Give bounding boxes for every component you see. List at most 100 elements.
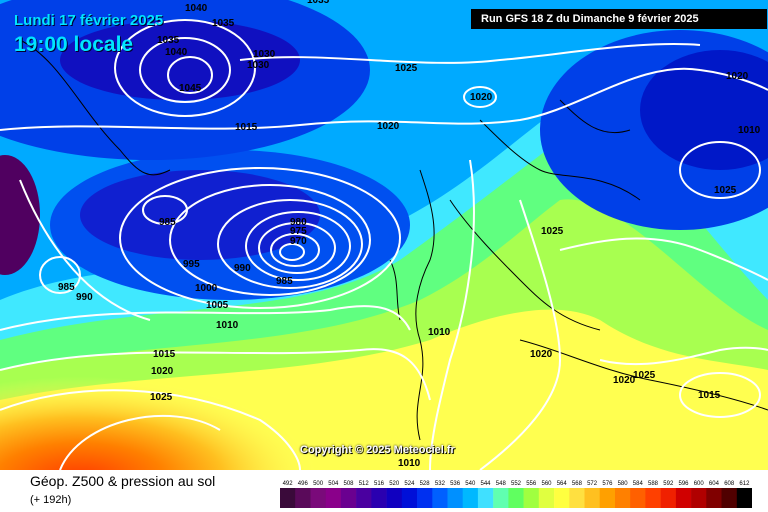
scale-swatch bbox=[615, 488, 631, 508]
scale-tick-label: 604 bbox=[709, 481, 720, 487]
scale-tick-label: 544 bbox=[480, 481, 491, 487]
scale-swatch bbox=[569, 488, 585, 508]
scale-tick-label: 552 bbox=[511, 481, 522, 487]
scale-swatch bbox=[538, 488, 555, 508]
scale-tick-label: 520 bbox=[389, 481, 400, 487]
isobar-label: 990 bbox=[234, 263, 251, 274]
map-title: Géop. Z500 & pression au sol bbox=[30, 473, 216, 489]
forecast-date: Lundi 17 février 2025 bbox=[14, 12, 164, 29]
isobar-label: 1010 bbox=[398, 458, 421, 469]
scale-swatch bbox=[447, 488, 463, 508]
scale-swatch bbox=[401, 488, 418, 508]
scale-swatch bbox=[691, 488, 707, 508]
scale-swatch bbox=[706, 488, 722, 508]
scale-swatch bbox=[493, 488, 509, 508]
scale-tick-label: 492 bbox=[283, 481, 294, 487]
scale-swatch bbox=[295, 488, 311, 508]
isobar-label: 1000 bbox=[195, 283, 218, 294]
scale-tick-label: 560 bbox=[541, 481, 552, 487]
scale-swatch bbox=[645, 488, 661, 508]
scale-tick-label: 524 bbox=[404, 481, 415, 487]
scale-tick-label: 532 bbox=[435, 481, 446, 487]
scale-swatch bbox=[432, 488, 448, 508]
scale-tick-label: 588 bbox=[648, 481, 659, 487]
forecast-time: 19:00 locale bbox=[14, 33, 134, 56]
scale-tick-label: 572 bbox=[587, 481, 598, 487]
scale-tick-label: 512 bbox=[359, 481, 370, 487]
isobar-label: 1015 bbox=[153, 349, 176, 360]
scale-swatch bbox=[599, 488, 616, 508]
isobar-label: 1040 bbox=[165, 47, 188, 58]
isobar-label: 1025 bbox=[714, 185, 737, 196]
scale-swatch bbox=[675, 488, 692, 508]
scale-swatch bbox=[417, 488, 433, 508]
field-west-purple bbox=[0, 155, 40, 275]
scale-tick-label: 516 bbox=[374, 481, 385, 487]
scale-swatch bbox=[554, 488, 570, 508]
isobar-label: 1010 bbox=[428, 327, 451, 338]
scale-tick-label: 608 bbox=[724, 481, 735, 487]
isobar-label: 1020 bbox=[377, 121, 400, 132]
scale-tick-label: 584 bbox=[633, 481, 644, 487]
isobar-label: 1010 bbox=[738, 125, 761, 136]
field-warm-core bbox=[0, 300, 400, 470]
scale-tick-label: 596 bbox=[678, 481, 689, 487]
color-scale-legend: 492 496 500 504 508 512 516 520 524 528 532 536 540 5… bbox=[280, 481, 752, 508]
scale-tick-label: 592 bbox=[663, 481, 674, 487]
scale-swatch bbox=[721, 488, 737, 508]
scale-tick-label: 540 bbox=[465, 481, 476, 487]
scale-swatch bbox=[630, 488, 646, 508]
isobar-label: 1035 bbox=[307, 0, 330, 6]
field-low-atlantic-inner bbox=[80, 170, 320, 260]
isobar-label: 970 bbox=[290, 236, 307, 247]
scale-swatch bbox=[584, 488, 600, 508]
isobar-label: 1025 bbox=[395, 63, 418, 74]
scale-tick-label: 496 bbox=[298, 481, 309, 487]
copyright-notice: Copyright © 2025 Meteociel.fr bbox=[300, 444, 455, 456]
scale-tick-label: 548 bbox=[496, 481, 507, 487]
isobars bbox=[0, 19, 768, 470]
isobar-label: 1025 bbox=[541, 226, 564, 237]
run-info-banner: Run GFS 18 Z du Dimanche 9 février 2025 bbox=[471, 9, 767, 29]
isobar-label: 975 bbox=[290, 226, 307, 237]
isobar-label: 1035 bbox=[157, 35, 180, 46]
isobar-label: 985 bbox=[159, 217, 176, 228]
scale-tick-label: 556 bbox=[526, 481, 537, 487]
isobar-label: 1025 bbox=[633, 370, 656, 381]
field-scandi-inner bbox=[640, 50, 768, 170]
scale-swatch bbox=[325, 488, 342, 508]
scale-tick-label: 504 bbox=[328, 481, 339, 487]
isobar-label: 1030 bbox=[253, 49, 276, 60]
scale-tick-label: 600 bbox=[694, 481, 705, 487]
scale-swatch bbox=[660, 488, 677, 508]
scale-swatch bbox=[477, 488, 494, 508]
isobar-label: 1030 bbox=[247, 60, 270, 71]
isobar-label: 1015 bbox=[235, 122, 258, 133]
isobar-label: 1040 bbox=[185, 3, 208, 14]
scale-swatch bbox=[371, 488, 387, 508]
scale-swatch bbox=[462, 488, 479, 508]
scale-swatch bbox=[310, 488, 326, 508]
isobar-label: 1035 bbox=[212, 18, 235, 29]
isobar-label: 1020 bbox=[726, 71, 749, 82]
scale-tick-label: 576 bbox=[602, 481, 613, 487]
forecast-lead-time: (+ 192h) bbox=[30, 494, 72, 506]
scale-swatch bbox=[386, 488, 403, 508]
isobar-label: 1015 bbox=[698, 390, 721, 401]
coastlines bbox=[19, 39, 768, 441]
isobar-label: 990 bbox=[76, 292, 93, 303]
isobar-label: 1020 bbox=[151, 366, 174, 377]
scale-tick-label: 568 bbox=[572, 481, 583, 487]
scale-tick-label: 500 bbox=[313, 481, 324, 487]
scale-tick-label: 528 bbox=[420, 481, 431, 487]
isobar-label: 985 bbox=[276, 276, 293, 287]
scale-swatch bbox=[356, 488, 372, 508]
isobar-label: 1020 bbox=[470, 92, 493, 103]
scale-tick-label: 612 bbox=[739, 481, 750, 487]
scale-swatch bbox=[736, 488, 752, 508]
scale-tick-label: 580 bbox=[618, 481, 629, 487]
isobar-label: 1020 bbox=[530, 349, 553, 360]
scale-swatch bbox=[523, 488, 540, 508]
isobar-label: 980 bbox=[290, 217, 307, 228]
scale-swatch bbox=[280, 488, 296, 508]
